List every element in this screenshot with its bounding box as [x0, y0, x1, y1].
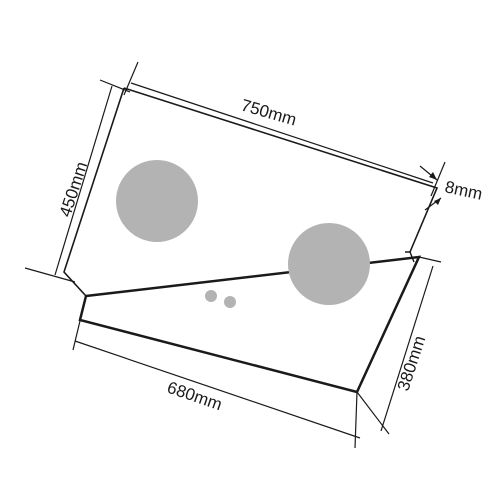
glass-top-outline: [63, 87, 439, 297]
control-knob-left: [205, 290, 217, 302]
dimension-8: 8mm: [419, 165, 484, 211]
dimension-8-label: 8mm: [443, 177, 484, 203]
glass-edge-line: [409, 251, 415, 263]
control-knob-right: [224, 296, 236, 308]
left-burner: [116, 160, 198, 242]
cutout-outline: [78, 255, 422, 394]
dimension-680-label: 680mm: [165, 378, 225, 414]
dimension-380-label: 380mm: [394, 333, 430, 393]
dimension-450: 450mm: [24, 79, 131, 283]
dimension-450-label: 450mm: [56, 159, 92, 219]
right-burner: [288, 223, 370, 305]
dimension-750-label: 750mm: [239, 96, 299, 130]
